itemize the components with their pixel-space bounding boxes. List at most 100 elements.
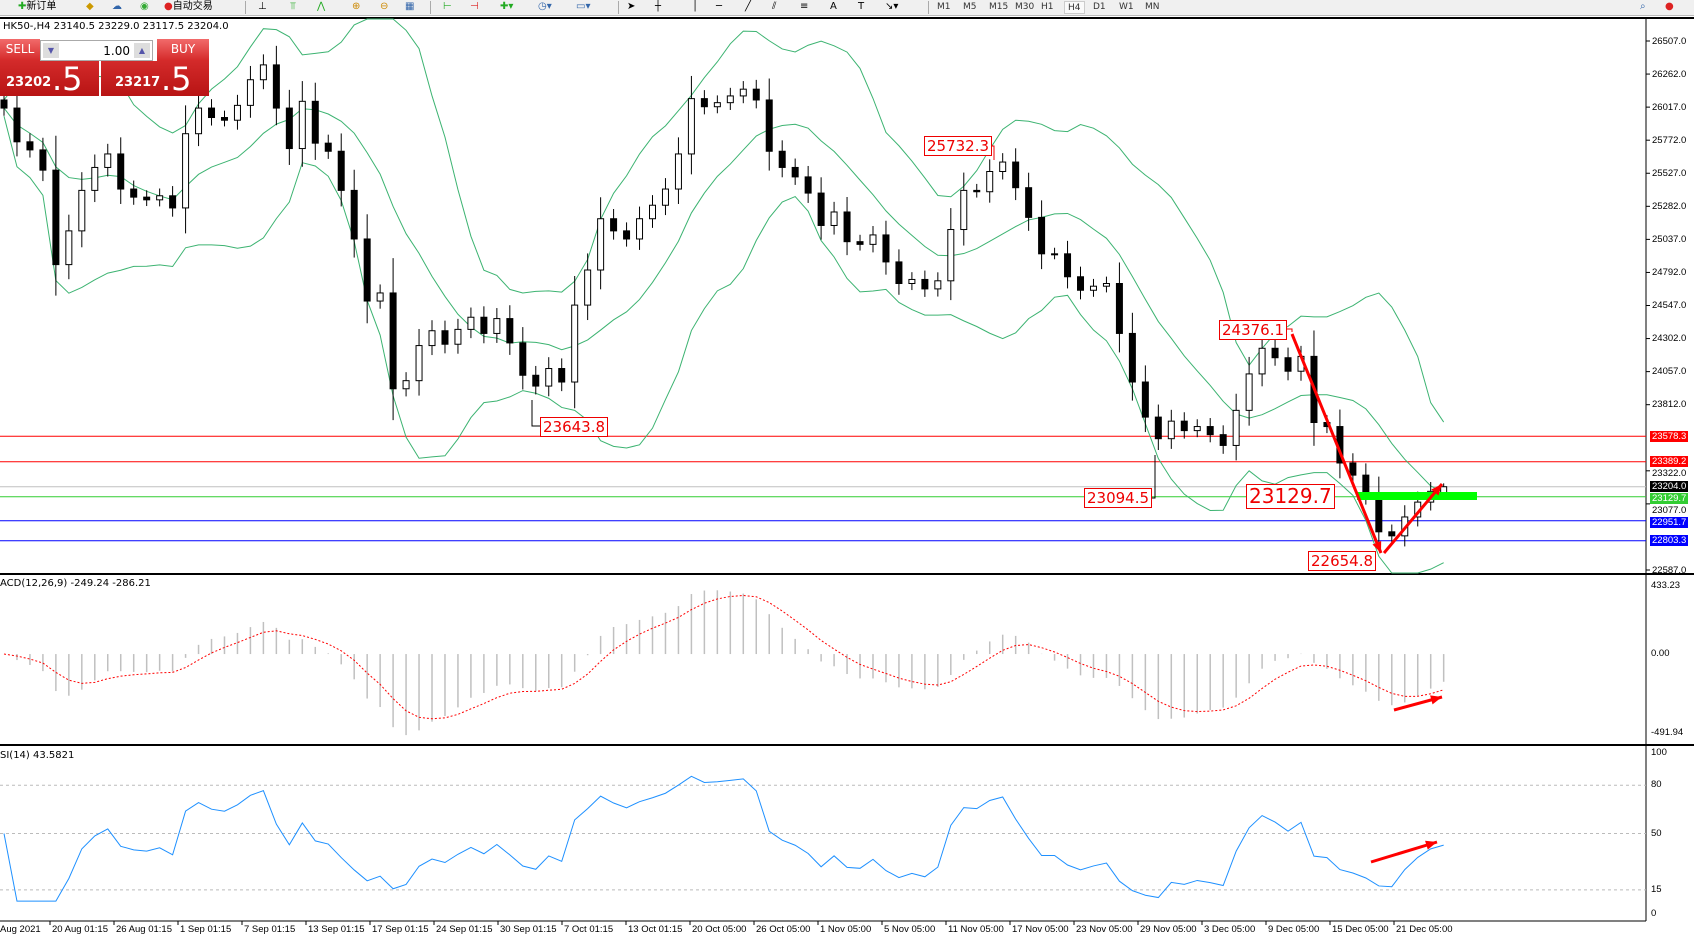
candle — [130, 188, 138, 198]
text-icon[interactable]: A — [830, 1, 837, 12]
candle — [311, 100, 319, 144]
bollinger-lower — [3, 116, 1444, 574]
market-watch-icon[interactable]: ◆ — [86, 1, 94, 12]
chart-frame — [0, 17, 1694, 19]
candle — [687, 98, 695, 155]
fibonacci-icon[interactable]: ≡ — [800, 1, 809, 12]
lot-decrease-button[interactable]: ▼ — [43, 43, 59, 58]
new-order-button[interactable]: ✚新订单 — [18, 1, 57, 12]
cursor-icon[interactable]: ➤ — [627, 1, 636, 12]
price-annotation[interactable]: 23129.7 — [1246, 484, 1335, 509]
candle — [363, 238, 371, 302]
timeframe-h1[interactable]: H1 — [1041, 2, 1054, 12]
candle — [1362, 474, 1370, 495]
candle — [402, 380, 410, 390]
candle — [1128, 332, 1136, 383]
candle — [1154, 416, 1162, 440]
timeframe-mn[interactable]: MN — [1145, 2, 1160, 12]
candle — [1232, 409, 1240, 446]
sell-price[interactable]: 23202 .5 — [0, 60, 99, 98]
search-icon[interactable]: ⌕ — [1640, 1, 1646, 12]
candle — [376, 292, 384, 302]
crosshair-icon[interactable]: ┼ — [655, 1, 662, 12]
chart-header: HK50-,H4 23140.5 23229.0 23117.5 23204.0 — [3, 21, 229, 32]
timeframe-m15[interactable]: M15 — [989, 2, 1009, 12]
time-tick-label: 26 Aug 01:15 — [116, 924, 172, 935]
candle — [233, 104, 241, 121]
candle — [999, 161, 1007, 172]
support-zone-bar — [1357, 492, 1477, 500]
candle — [519, 342, 527, 376]
level-price-label: 23129.7 — [1650, 493, 1689, 505]
equidistant-channel-icon[interactable]: ⫽ — [772, 1, 777, 12]
rsi-axis-label: 15 — [1651, 883, 1662, 895]
candle — [1141, 381, 1149, 418]
candle — [558, 368, 566, 383]
candle — [480, 316, 488, 334]
indicators-icon[interactable]: ✚▾ — [500, 1, 514, 12]
periods-icon[interactable]: ◷▾ — [538, 1, 552, 12]
buy-price[interactable]: 23217 .5 — [101, 60, 209, 98]
vertical-line-icon[interactable]: │ — [692, 1, 699, 12]
line-chart-icon[interactable]: ⋀ — [317, 1, 326, 12]
horizontal-line-icon[interactable]: ─ — [716, 1, 723, 12]
trendline-icon[interactable]: ╱ — [745, 1, 752, 12]
chart-shift-icon[interactable]: ⊢ — [443, 1, 452, 12]
autoscroll-icon[interactable]: ⊣ — [470, 1, 479, 12]
level-price-label: 22951.7 — [1650, 517, 1689, 529]
candle — [791, 166, 799, 178]
timeframe-w1[interactable]: W1 — [1119, 2, 1134, 12]
candle — [739, 88, 747, 97]
zoom-out-icon[interactable]: ⊖ — [380, 1, 389, 12]
candle — [493, 318, 501, 334]
signal-icon[interactable]: ◉ — [140, 1, 149, 12]
candle — [350, 189, 358, 240]
rsi-arrow-head — [1425, 840, 1437, 850]
timeframe-d1[interactable]: D1 — [1093, 2, 1106, 12]
candle — [143, 196, 151, 201]
price-tick-label: 25037.0 — [1652, 233, 1687, 245]
candle — [843, 211, 851, 243]
macd-arrow-head — [1430, 695, 1442, 705]
macd-label: ACD(12,26,9) -249.24 -286.21 — [0, 578, 151, 589]
candle — [778, 150, 786, 168]
candle — [947, 229, 955, 282]
timeframe-m30[interactable]: M30 — [1015, 2, 1035, 12]
candle — [1025, 187, 1033, 218]
time-tick-label: 9 Dec 05:00 — [1268, 924, 1320, 935]
timeframe-h4[interactable]: H4 — [1064, 1, 1085, 14]
notification-icon[interactable]: ● — [1665, 1, 1674, 12]
bar-chart-icon[interactable]: ⊥ — [258, 1, 267, 12]
auto-trading-button[interactable]: ●自动交易 — [164, 1, 213, 12]
candle — [597, 218, 605, 271]
rsi-axis-label: 100 — [1651, 747, 1667, 758]
timeframe-m5[interactable]: M5 — [963, 2, 977, 12]
price-annotation[interactable]: 23094.5 — [1084, 488, 1153, 508]
sell-button[interactable]: SELL — [0, 39, 40, 61]
level-price-label: 23389.2 — [1650, 456, 1689, 468]
text-label-icon[interactable]: T — [858, 1, 865, 12]
candle — [817, 192, 825, 226]
candlestick-icon[interactable]: ⫪ — [290, 1, 296, 12]
tile-windows-icon[interactable]: ▦ — [405, 1, 415, 12]
candle — [1258, 347, 1266, 375]
price-annotation[interactable]: 25732.3 — [924, 136, 993, 156]
buy-button[interactable]: BUY — [157, 39, 209, 61]
auto-trading-icon: ● — [164, 1, 173, 12]
arrows-icon[interactable]: ↘▾ — [885, 1, 899, 12]
price-tick-label: 22587.0 — [1652, 564, 1687, 576]
data-window-icon[interactable]: ☁ — [112, 1, 122, 12]
price-tick-label: 26262.0 — [1652, 68, 1687, 80]
zoom-in-icon[interactable]: ⊕ — [352, 1, 361, 12]
lot-increase-button[interactable]: ▲ — [134, 43, 150, 58]
price-annotation[interactable]: 23643.8 — [540, 417, 609, 437]
templates-icon[interactable]: ▭▾ — [576, 1, 591, 12]
price-tick-label: 25772.0 — [1652, 134, 1687, 146]
lot-size-input[interactable]: ▼ 1.00 ▲ — [40, 40, 153, 61]
price-annotation[interactable]: 24376.1 — [1219, 320, 1288, 340]
lot-value[interactable]: 1.00 — [103, 44, 130, 58]
candle — [506, 318, 514, 344]
timeframe-m1[interactable]: M1 — [937, 2, 951, 12]
price-annotation[interactable]: 22654.8 — [1308, 551, 1377, 571]
